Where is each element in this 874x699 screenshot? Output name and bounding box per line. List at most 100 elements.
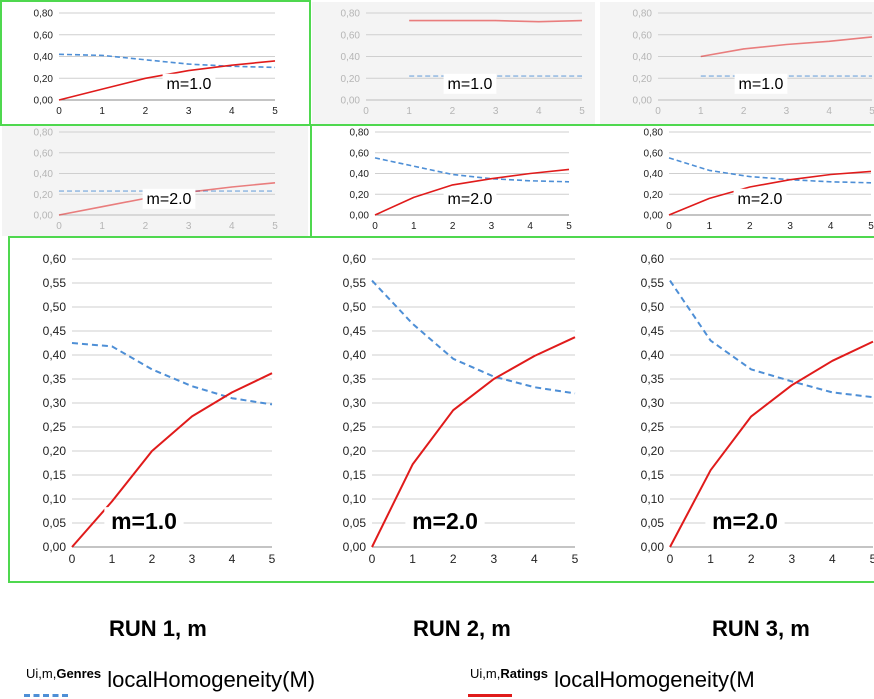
x-tick-label: 0: [372, 221, 378, 232]
x-tick-label: 1: [409, 552, 416, 566]
y-tick-label: 0,40: [641, 348, 665, 362]
x-tick-label: 4: [229, 106, 235, 117]
y-tick-label: 0,25: [343, 420, 367, 434]
x-tick-label: 2: [748, 552, 755, 566]
y-tick-label: 0,00: [644, 211, 664, 222]
series-line-genres: [668, 157, 872, 184]
y-tick-label: 0,60: [641, 252, 665, 266]
legend-genres-sub-bold: Genres: [56, 666, 102, 681]
x-tick-label: 2: [149, 552, 156, 566]
panel-label-background: [405, 507, 485, 536]
y-tick-label: 0,20: [633, 74, 653, 85]
y-tick-label: 0,20: [43, 444, 67, 458]
y-tick-label: 0,40: [343, 348, 367, 362]
y-tick-label: 0,60: [43, 252, 67, 266]
run-label-3: RUN 3, m: [712, 616, 810, 641]
x-tick-label: 3: [186, 106, 192, 117]
y-tick-label: 0,20: [34, 190, 54, 201]
x-tick-label: 0: [56, 221, 62, 232]
y-tick-label: 0,20: [343, 444, 367, 458]
y-tick-label: 0,40: [43, 348, 67, 362]
y-tick-label: 0,00: [34, 211, 54, 222]
series-line-genres: [71, 342, 273, 406]
run-label-2: RUN 2, m: [413, 616, 511, 641]
y-tick-label: 0,00: [633, 96, 653, 107]
y-tick-label: 0,15: [641, 468, 665, 482]
y-tick-label: 0,05: [43, 516, 67, 530]
chart-run2-middle: 0,00 0,20 0,40 0,60 0,80 0 1 2 3 4 5 m=2.0: [312, 126, 595, 236]
x-tick-label: 5: [272, 106, 278, 117]
y-tick-label: 0,80: [34, 128, 54, 139]
chart-run3-middle: 0,00 0,20 0,40 0,60 0,80 0 1 2 3 4 5 m=2.0: [600, 126, 874, 236]
series-line-genres: [58, 53, 276, 69]
series-line-ratings: [371, 336, 576, 548]
panel-label-background: [162, 73, 216, 94]
y-tick-label: 0,60: [34, 30, 54, 41]
y-tick-label: 0,35: [641, 372, 665, 386]
run-label-1: RUN 1, m: [109, 616, 207, 641]
y-tick-label: 0,55: [43, 276, 67, 290]
x-tick-label: 5: [566, 221, 572, 232]
y-tick-label: 0,40: [341, 52, 361, 63]
y-tick-label: 0,40: [644, 169, 664, 180]
panel-label: m=1.0: [739, 76, 784, 93]
y-tick-label: 0,05: [641, 516, 665, 530]
x-tick-label: 1: [707, 552, 714, 566]
x-tick-label: 5: [572, 552, 579, 566]
y-tick-label: 0,10: [641, 492, 665, 506]
x-tick-label: 3: [784, 106, 790, 117]
x-tick-label: 1: [99, 221, 105, 232]
y-tick-label: 0,20: [341, 74, 361, 85]
x-tick-label: 3: [489, 221, 495, 232]
y-tick-label: 0,45: [43, 324, 67, 338]
chart-run3-top: 0,00 0,20 0,40 0,60 0,80 0 1 2 3 4 5 m=1.0: [600, 2, 874, 124]
chart-run1-bottom: 0,00 0,05 0,10 0,15 0,20 0,25 0,30 0,35 0,40 0,45…: [2, 239, 302, 579]
y-tick-label: 0,40: [34, 169, 54, 180]
x-tick-label: 1: [707, 221, 713, 232]
x-tick-label: 5: [869, 106, 874, 117]
x-tick-label: 0: [56, 106, 62, 117]
panel-label: m=1.0: [448, 76, 493, 93]
x-tick-label: 2: [747, 221, 753, 232]
y-tick-label: 0,60: [343, 252, 367, 266]
y-tick-label: 0,60: [633, 30, 653, 41]
y-tick-label: 0,00: [343, 540, 367, 554]
legend-genres-swatch: [24, 694, 68, 697]
y-tick-label: 0,00: [641, 540, 665, 554]
y-tick-label: 0,60: [644, 148, 664, 159]
x-tick-label: 0: [69, 552, 76, 566]
panel-background: [2, 126, 308, 236]
panel-label-background: [733, 188, 787, 209]
x-tick-label: 2: [450, 106, 456, 117]
row-divider: [0, 124, 874, 126]
y-tick-label: 0,45: [641, 324, 665, 338]
panel-label-background: [443, 73, 497, 94]
y-tick-label: 0,80: [34, 9, 54, 20]
legend-genres-subscript: Ui,m,Genres: [26, 666, 101, 681]
panel-label-background: [104, 507, 184, 536]
y-tick-label: 0,40: [34, 52, 54, 63]
y-tick-label: 0,00: [43, 540, 67, 554]
x-tick-label: 4: [531, 552, 538, 566]
x-tick-label: 1: [411, 221, 417, 232]
panel-label-background: [705, 507, 785, 536]
x-tick-label: 2: [450, 552, 457, 566]
y-tick-label: 0,25: [641, 420, 665, 434]
chart-run1-middle: 0,00 0,20 0,40 0,60 0,80 0 1 2 3 4 5 m=2.0: [2, 126, 308, 236]
x-tick-label: 0: [667, 552, 674, 566]
legend-genres: Ui,m,Genres localHomogeneity(M): [24, 666, 315, 697]
panel-label-background: [443, 188, 497, 209]
panel-label: m=2.0: [738, 191, 783, 208]
x-tick-label: 2: [450, 221, 456, 232]
y-tick-label: 0,20: [641, 444, 665, 458]
y-tick-label: 0,80: [350, 128, 370, 139]
x-tick-label: 3: [189, 552, 196, 566]
x-tick-label: 1: [698, 106, 704, 117]
y-tick-label: 0,60: [34, 148, 54, 159]
y-tick-label: 0,45: [343, 324, 367, 338]
x-tick-label: 3: [186, 221, 192, 232]
series-line-ratings: [374, 168, 570, 216]
x-tick-label: 4: [527, 221, 533, 232]
legend-ratings-sub-bold: Ratings: [500, 666, 549, 681]
x-tick-label: 2: [741, 106, 747, 117]
